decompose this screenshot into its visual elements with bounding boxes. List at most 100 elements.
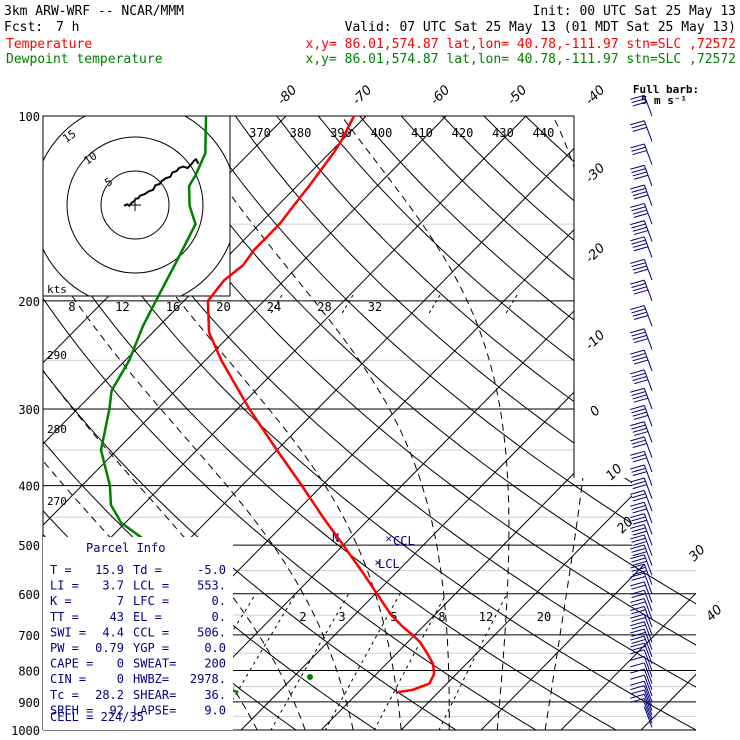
wind-barb-flag: [631, 187, 646, 193]
dewpoint-location: x,y= 86.01,574.87 lat,lon= 40.78,-111.97…: [306, 52, 736, 67]
wind-barb-flag: [631, 352, 646, 358]
wind-barb: [630, 94, 653, 117]
wind-barb-flag: [630, 464, 645, 470]
wind-barb: [630, 501, 653, 524]
wind-barb-flag: [630, 120, 645, 126]
model-title: 3km ARW-WRF -- NCAR/MMM: [4, 4, 184, 19]
isotherm: [480, 116, 696, 730]
wind-barb-flag: [632, 209, 647, 215]
wind-barb-staff: [643, 513, 653, 535]
mixing-ratio-label-top-8: 8: [68, 300, 75, 314]
barb-legend-units: 5 m s⁻¹: [641, 94, 687, 107]
wind-barb-staff: [643, 698, 653, 720]
wind-barb-flag: [633, 246, 649, 252]
wind-barb-flag: [632, 334, 647, 340]
parcel-value-left: 43: [110, 610, 124, 624]
parcel-info-box: Parcel Info T = 15.9 Td = -5.0 LI = 3.7 LCL = 5…: [43, 537, 233, 730]
wind-barb-flag: [632, 311, 647, 317]
wind-barb-staff: [643, 165, 653, 187]
parcel-label-left: Tc =: [50, 688, 79, 702]
parcel-label-right: LAPSE=: [133, 703, 176, 717]
parcel-cell: CELL = 224/35: [50, 710, 144, 724]
wind-barb-flag: [632, 508, 647, 514]
mixing-ratio-label-top-20: 20: [216, 300, 230, 314]
wind-barb-staff: [643, 305, 653, 327]
dry-adiabat-label-400: 400: [371, 126, 393, 140]
lcl-marker-lower: LCL: [378, 557, 400, 571]
dry-adiabat: [193, 116, 696, 730]
wind-barb: [630, 655, 653, 678]
wind-barb-staff: [643, 685, 653, 707]
wind-barb: [630, 554, 653, 576]
temperature-tick-10: 10: [603, 461, 625, 483]
wind-barb: [630, 143, 653, 165]
parcel-value-right: 506.: [197, 625, 226, 639]
wind-barb-staff: [643, 668, 653, 690]
wind-barb-staff: [643, 279, 653, 302]
wind-barb-flag: [630, 544, 645, 550]
wind-barb-flag: [632, 519, 647, 525]
wind-barb-staff: [643, 694, 653, 716]
parcel-label-right: SHEAR=: [133, 688, 176, 702]
wind-barb-flag: [630, 563, 645, 569]
mixing-ratio-label-top-32: 32: [368, 300, 382, 314]
wind-barb: [630, 581, 653, 603]
wind-barb-flag: [632, 150, 647, 156]
wind-barb-flag: [631, 239, 646, 245]
wind-barb: [630, 220, 653, 242]
wind-barb-flag: [631, 593, 646, 599]
parcel-label-left: LI =: [50, 579, 79, 593]
wind-barb-flag: [631, 527, 646, 533]
wind-barb-flag: [632, 242, 647, 248]
wind-barb-flag: [632, 171, 647, 177]
wind-barb: [630, 674, 653, 697]
parcel-value-right: -5.0: [197, 563, 226, 577]
parcel-label-right: LFC =: [133, 594, 169, 608]
wind-barb-flag: [630, 143, 645, 149]
wind-barb-flag: [630, 693, 645, 699]
wind-barb-flag: [631, 467, 646, 473]
wind-barb-flag: [631, 308, 646, 314]
wind-barb-flag: [630, 572, 645, 578]
dry-adiabat: [43, 116, 559, 730]
parcel-value-right: 9.0: [204, 703, 226, 717]
pressure-label-900: 900: [18, 696, 40, 710]
wind-barb-flag: [633, 431, 649, 437]
wind-barb-staff: [643, 120, 653, 142]
wind-barb-flag: [630, 685, 645, 691]
wind-barb: [630, 613, 653, 636]
dry-adiabat: [43, 116, 478, 730]
pressure-label-800: 800: [18, 664, 40, 678]
isotherm: [43, 116, 527, 730]
wind-barb-flag: [630, 305, 645, 311]
parcel-value-left: 0: [117, 672, 124, 686]
dry-adiabat: [234, 116, 696, 730]
hodograph-frame: [42, 115, 231, 297]
theta-e-label-280: 280: [47, 423, 67, 436]
wind-barb-flag: [633, 414, 649, 420]
mixing-ratio-tick: [340, 294, 354, 316]
parcel-label-left: PW =: [50, 641, 79, 655]
wind-barb-flag: [631, 223, 646, 229]
wind-barb-staff: [643, 706, 653, 728]
wind-barb-flag: [630, 279, 645, 285]
parcel-label-right: YGP =: [133, 641, 169, 655]
wind-barb-flag: [630, 581, 645, 587]
wind-barb-flag: [631, 331, 646, 337]
wind-barb-staff: [643, 572, 653, 594]
parcel-value-right: 0.: [212, 594, 226, 608]
wind-barb-flag: [633, 338, 649, 344]
hodograph-ring-label-10: 10: [81, 149, 99, 167]
wind-barb-flag: [630, 635, 645, 641]
wind-barb-flag: [633, 268, 649, 274]
wind-barb-staff: [643, 614, 653, 636]
wind-barb-flag: [632, 286, 647, 292]
temperature-tick--40: -40: [583, 83, 609, 109]
parcel-label-left: TT =: [50, 610, 79, 624]
dry-adiabat: [110, 116, 696, 730]
wind-barb-flag: [631, 617, 646, 622]
parcel-label-left: SWI =: [50, 625, 86, 639]
parcel-value-left: 7: [117, 594, 124, 608]
temperature-tick--50: -50: [505, 83, 531, 109]
wind-barb-flag: [631, 408, 646, 414]
